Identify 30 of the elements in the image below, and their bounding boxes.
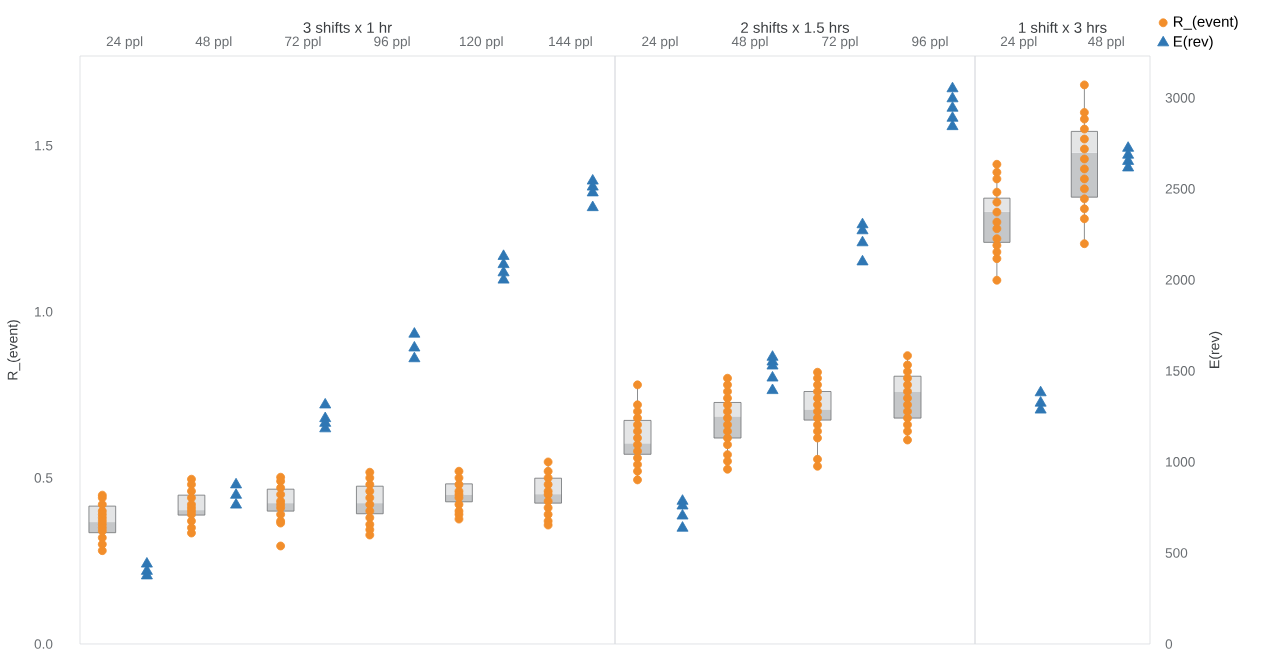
x-tick-label: 96 ppl — [374, 36, 410, 49]
x-tick-label: 72 ppl — [285, 36, 321, 49]
y-tick-label: 0.0 — [34, 639, 53, 649]
x-tick-label: 24 ppl — [106, 36, 143, 49]
legend-label: E(rev) — [1173, 35, 1213, 50]
y2-tick-label: 2000 — [1165, 275, 1195, 285]
y-axis-title: R_(event) — [7, 320, 21, 380]
x-tick-label: 24 ppl — [1000, 36, 1037, 49]
y2-tick-label: 0 — [1165, 639, 1173, 649]
chart-title: 3 shifts x 1 hr — [303, 21, 392, 33]
y2-tick-label: 1500 — [1166, 366, 1195, 376]
x-tick-label: 120 ppl — [459, 36, 503, 49]
x-tick-label: 48 ppl — [1088, 36, 1124, 49]
x-tick-label: 72 ppl — [822, 36, 858, 49]
x-tick-label: 144 ppl — [549, 36, 592, 49]
x-tick-label: 48 ppl — [195, 36, 232, 49]
y2-tick-label: 3000 — [1165, 93, 1195, 103]
chart-title: 1 shift x 3 hrs — [1019, 21, 1107, 33]
y2-tick-label: 1000 — [1166, 457, 1195, 467]
x-tick-label: 48 ppl — [731, 36, 768, 49]
y-tick-label: 1.5 — [35, 140, 53, 151]
y-tick-label: 1.0 — [35, 306, 53, 317]
chart-title: 2 shifts x 1.5 hrs — [741, 21, 850, 33]
y2-tick-label: 500 — [1165, 548, 1188, 558]
y2-axis-title: E(rev) — [1209, 331, 1223, 368]
x-tick-label: 24 ppl — [642, 36, 678, 49]
y-tick-label: 0.5 — [34, 473, 53, 483]
y2-tick-label: 2500 — [1165, 184, 1195, 194]
x-tick-label: 96 ppl — [912, 36, 948, 49]
legend-label: R_(event) — [1173, 15, 1238, 30]
